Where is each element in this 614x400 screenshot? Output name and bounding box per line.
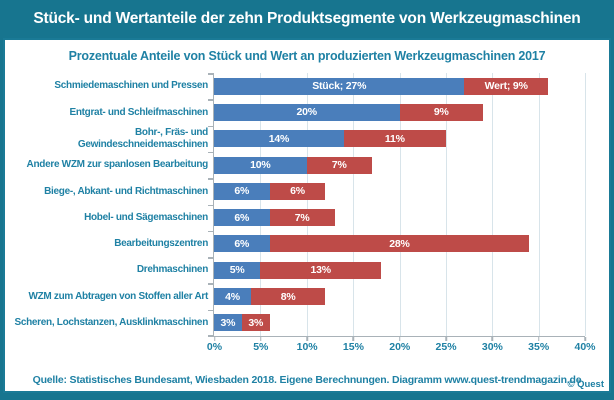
- bar-segment-wert: 3%: [241, 314, 270, 332]
- gridline: [353, 73, 355, 336]
- bar-segment-wert: 7%: [306, 156, 372, 174]
- bar-segment-wert: 11%: [343, 130, 446, 148]
- bar-row: 6% 28%: [214, 231, 585, 257]
- gridline: [538, 73, 540, 336]
- gridline: [306, 73, 308, 336]
- bar-segment-stueck: 5%: [214, 261, 261, 279]
- x-axis-tick: [491, 336, 494, 341]
- category-label: WZM zum Abtragen von Stoffen aller Art: [28, 290, 208, 302]
- gridline: [445, 73, 447, 336]
- stacked-bar: 14% 11%: [214, 130, 585, 148]
- bar-row: 4% 8%: [214, 283, 585, 309]
- x-axis-label: 30%: [481, 340, 503, 353]
- gridline: [260, 73, 262, 336]
- stacked-bar: 3% 3%: [214, 314, 585, 332]
- category-label: Biege-, Abkant- und Richtmaschinen: [44, 185, 208, 197]
- x-axis-label: 35%: [528, 340, 550, 353]
- x-axis: 0% 5% 10% 15% 20% 25% 30% 35% 40%: [207, 336, 596, 357]
- bar-row: 20% 9%: [214, 99, 585, 125]
- bar-segment-stueck: 6%: [214, 182, 270, 200]
- chart-subtitle: Prozentuale Anteile von Stück und Wert a…: [68, 49, 546, 63]
- stacked-bar: Stück; 27% Wert; 9%: [214, 77, 585, 95]
- stacked-bar: 10% 7%: [214, 156, 585, 174]
- category-label: Scheren, Lochstanzen, Ausklinkmaschinen: [14, 317, 208, 329]
- x-axis-tick: [537, 336, 540, 341]
- bar-segment-stueck: 6%: [214, 235, 270, 253]
- bar-row: 6% 7%: [214, 204, 585, 230]
- x-axis-tick: [584, 336, 586, 341]
- y-axis-tick: [208, 73, 213, 75]
- bar-row: 6% 6%: [214, 178, 585, 204]
- bar-segment-stueck: 14%: [214, 130, 344, 148]
- x-axis-label: 40%: [574, 340, 596, 353]
- grid-layer: [208, 73, 586, 337]
- bar-row: 14% 11%: [214, 126, 585, 152]
- y-axis-tick: [208, 283, 213, 285]
- bar-row: 5% 13%: [214, 257, 585, 283]
- bar-segment-stueck: 10%: [214, 156, 307, 174]
- category-label: Drehmaschinen: [136, 264, 208, 276]
- bar-segment-wert: 28%: [269, 235, 530, 253]
- x-axis-tick: [260, 336, 262, 341]
- content-panel: Prozentuale Anteile von Stück und Wert a…: [3, 38, 611, 393]
- bar-segment-wert: 8%: [251, 288, 326, 306]
- x-axis-tick: [306, 336, 308, 341]
- category-label: Andere WZM zur spanlosen Bearbeitung: [26, 159, 209, 171]
- stacked-bar: 6% 7%: [214, 209, 585, 227]
- bar-row: Stück; 27% Wert; 9%: [214, 73, 585, 99]
- bar-segment-wert: 6%: [269, 182, 326, 200]
- category-label: Schmiedemaschinen und Pressen: [54, 80, 208, 92]
- bar-segment-wert: Wert; 9%: [464, 77, 548, 95]
- category-label: Bohr-, Fräs- und Gewindeschneidemaschine…: [77, 127, 208, 150]
- bar-segment-wert: 13%: [260, 261, 381, 279]
- y-axis-tick: [208, 99, 213, 101]
- y-axis-tick: [208, 204, 213, 206]
- bar-row: 10% 7%: [214, 152, 585, 178]
- bar-segment-stueck: 3%: [214, 314, 242, 332]
- bar-segment-stueck: 6%: [214, 209, 270, 227]
- x-axis-tick: [399, 336, 401, 341]
- stacked-bar: 6% 6%: [214, 182, 585, 200]
- y-axis-tick: [208, 230, 213, 233]
- bar-segment-stueck: 20%: [214, 103, 400, 121]
- y-axis-tick: [208, 151, 213, 154]
- x-axis-label: 15%: [342, 340, 364, 353]
- stacked-bar: 6% 28%: [214, 235, 585, 253]
- x-axis-label: 5%: [253, 340, 269, 353]
- bar-segment-wert: 9%: [399, 103, 483, 121]
- source-note: Quelle: Statistisches Bundesamt, Wiesbad…: [32, 374, 582, 386]
- category-label: Bearbeitungszentren: [114, 238, 208, 250]
- gridline: [399, 73, 401, 336]
- x-axis-label: 0%: [206, 340, 223, 353]
- category-label: Hobel- und Sägemaschinen: [84, 211, 208, 223]
- stacked-bar: 5% 13%: [214, 261, 585, 279]
- title-bar: Stück- und Wertanteile der zehn Produkts…: [0, 0, 614, 38]
- y-axis-tick: [208, 178, 213, 180]
- category-axis: Schmiedemaschinen und Pressen Entgrat- un…: [11, 73, 213, 337]
- y-axis-tick: [208, 257, 213, 259]
- gridline: [492, 73, 494, 336]
- y-axis-tick: [208, 309, 213, 312]
- stacked-bar: 4% 8%: [214, 288, 585, 306]
- x-axis-tick: [445, 336, 447, 341]
- x-axis-tick: [352, 336, 355, 341]
- category-label: Entgrat- und Schleifmaschinen: [69, 106, 208, 118]
- x-axis-tick: [213, 336, 216, 341]
- y-axis-tick: [208, 125, 213, 128]
- bar-segment-stueck: Stück; 27%: [214, 77, 465, 95]
- copyright-note: © Quest: [567, 379, 604, 390]
- gridline: [585, 73, 586, 336]
- bar-segment-stueck: 4%: [214, 288, 252, 306]
- x-axis-label: 20%: [389, 340, 411, 353]
- bar-segment-wert: 7%: [269, 209, 335, 227]
- x-axis-label: 25%: [435, 340, 457, 353]
- page-title: Stück- und Wertanteile der zehn Produkts…: [33, 10, 581, 27]
- chart: Schmiedemaschinen und Pressen Entgrat- un…: [11, 73, 586, 337]
- plot-area: Stück; 27% Wert; 9% 20% 9% 14% 11% 10% 7% 6% 6% 6%…: [208, 73, 586, 337]
- x-axis-label: 10%: [296, 340, 318, 353]
- bar-row: 3% 3%: [214, 310, 585, 336]
- stacked-bar: 20% 9%: [214, 103, 585, 121]
- y-axis-tick: [208, 335, 213, 337]
